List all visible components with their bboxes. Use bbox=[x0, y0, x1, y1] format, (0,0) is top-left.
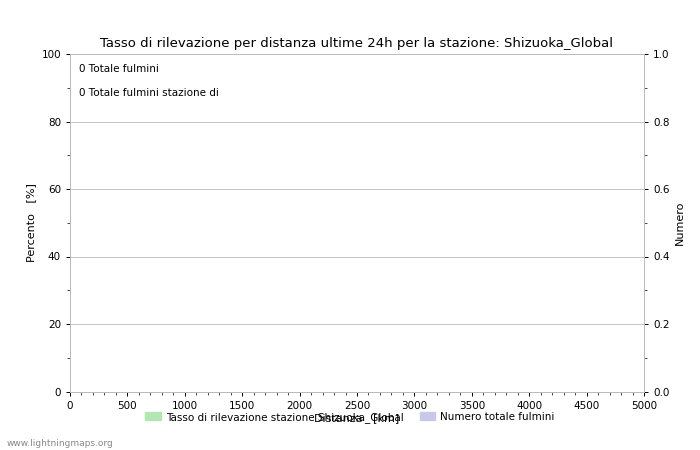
Text: www.lightningmaps.org: www.lightningmaps.org bbox=[7, 439, 113, 448]
X-axis label: Distanza   [km]: Distanza [km] bbox=[314, 413, 400, 423]
Text: 0 Totale fulmini stazione di: 0 Totale fulmini stazione di bbox=[78, 88, 218, 98]
Text: 0 Totale fulmini: 0 Totale fulmini bbox=[78, 64, 158, 74]
Y-axis label: Percento   [%]: Percento [%] bbox=[26, 183, 36, 262]
Y-axis label: Numero: Numero bbox=[675, 201, 685, 245]
Legend: Tasso di rilevazione stazione Shizuoka_Global, Numero totale fulmini: Tasso di rilevazione stazione Shizuoka_G… bbox=[141, 408, 559, 427]
Title: Tasso di rilevazione per distanza ultime 24h per la stazione: Shizuoka_Global: Tasso di rilevazione per distanza ultime… bbox=[101, 37, 613, 50]
